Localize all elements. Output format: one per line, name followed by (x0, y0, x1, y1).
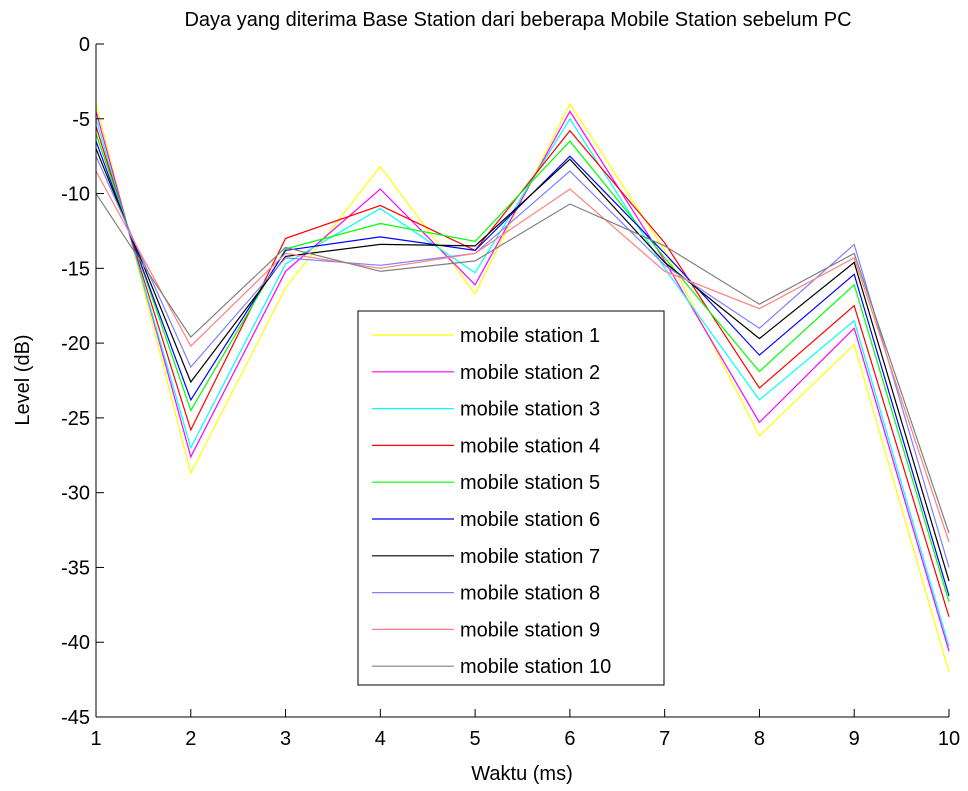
legend-entry-label: mobile station 10 (460, 656, 611, 678)
series-layer (95, 102, 950, 673)
y-tick-label: -35 (61, 557, 90, 579)
y-tick-label: -15 (61, 258, 90, 280)
x-tick-label: 3 (280, 728, 291, 750)
axes: 1 2 3 4 5 6 7 8 9 10 0 -5 -10 -15 -20 -25 -30 -35 -40 -45 (61, 34, 960, 750)
y-tick-label: -30 (61, 483, 90, 505)
y-tick-label: -45 (61, 707, 90, 729)
series-line-3 (95, 117, 950, 647)
x-tick-label: 2 (185, 728, 196, 750)
x-tick-label: 10 (938, 728, 960, 750)
series-line-9 (95, 170, 950, 543)
legend-entry-label: mobile station 3 (460, 399, 600, 421)
legend: mobile station 1 mobile station 2 mobile s… (357, 310, 665, 686)
legend-entry-label: mobile station 6 (460, 509, 600, 531)
x-axis-label: Waktu (ms) (471, 763, 572, 785)
x-tick-label: 4 (375, 728, 386, 750)
y-tick-label: -20 (61, 333, 90, 355)
x-tick-label: 6 (564, 728, 575, 750)
legend-entry-label: mobile station 9 (460, 619, 600, 641)
x-tick-label: 5 (470, 728, 481, 750)
series-line-2 (95, 110, 950, 652)
series-line-7 (95, 148, 950, 582)
y-tick-label: 0 (79, 34, 90, 56)
legend-box (357, 310, 665, 686)
series-line-8 (95, 155, 950, 568)
x-tick-label: 8 (754, 728, 765, 750)
legend-entry-label: mobile station 1 (460, 325, 600, 347)
x-tick-label: 7 (659, 728, 670, 750)
legend-entry-label: mobile station 4 (460, 435, 600, 457)
y-tick-label: -25 (61, 408, 90, 430)
y-tick-label: -10 (61, 184, 90, 206)
legend-entry-label: mobile station 7 (460, 546, 600, 568)
chart-title: Daya yang diterima Base Station dari beb… (184, 9, 851, 31)
legend-entry-label: mobile station 8 (460, 583, 600, 605)
x-tick-label: 9 (849, 728, 860, 750)
legend-entry-label: mobile station 5 (460, 472, 600, 494)
series-line-10 (95, 193, 950, 534)
y-axis-label: Level (dB) (12, 334, 34, 425)
series-line-5 (95, 133, 950, 602)
y-tick-label: -5 (72, 109, 90, 131)
legend-entry-label: mobile station 2 (460, 362, 600, 384)
x-tick-label: 1 (90, 728, 101, 750)
y-tick-label: -40 (61, 632, 90, 654)
